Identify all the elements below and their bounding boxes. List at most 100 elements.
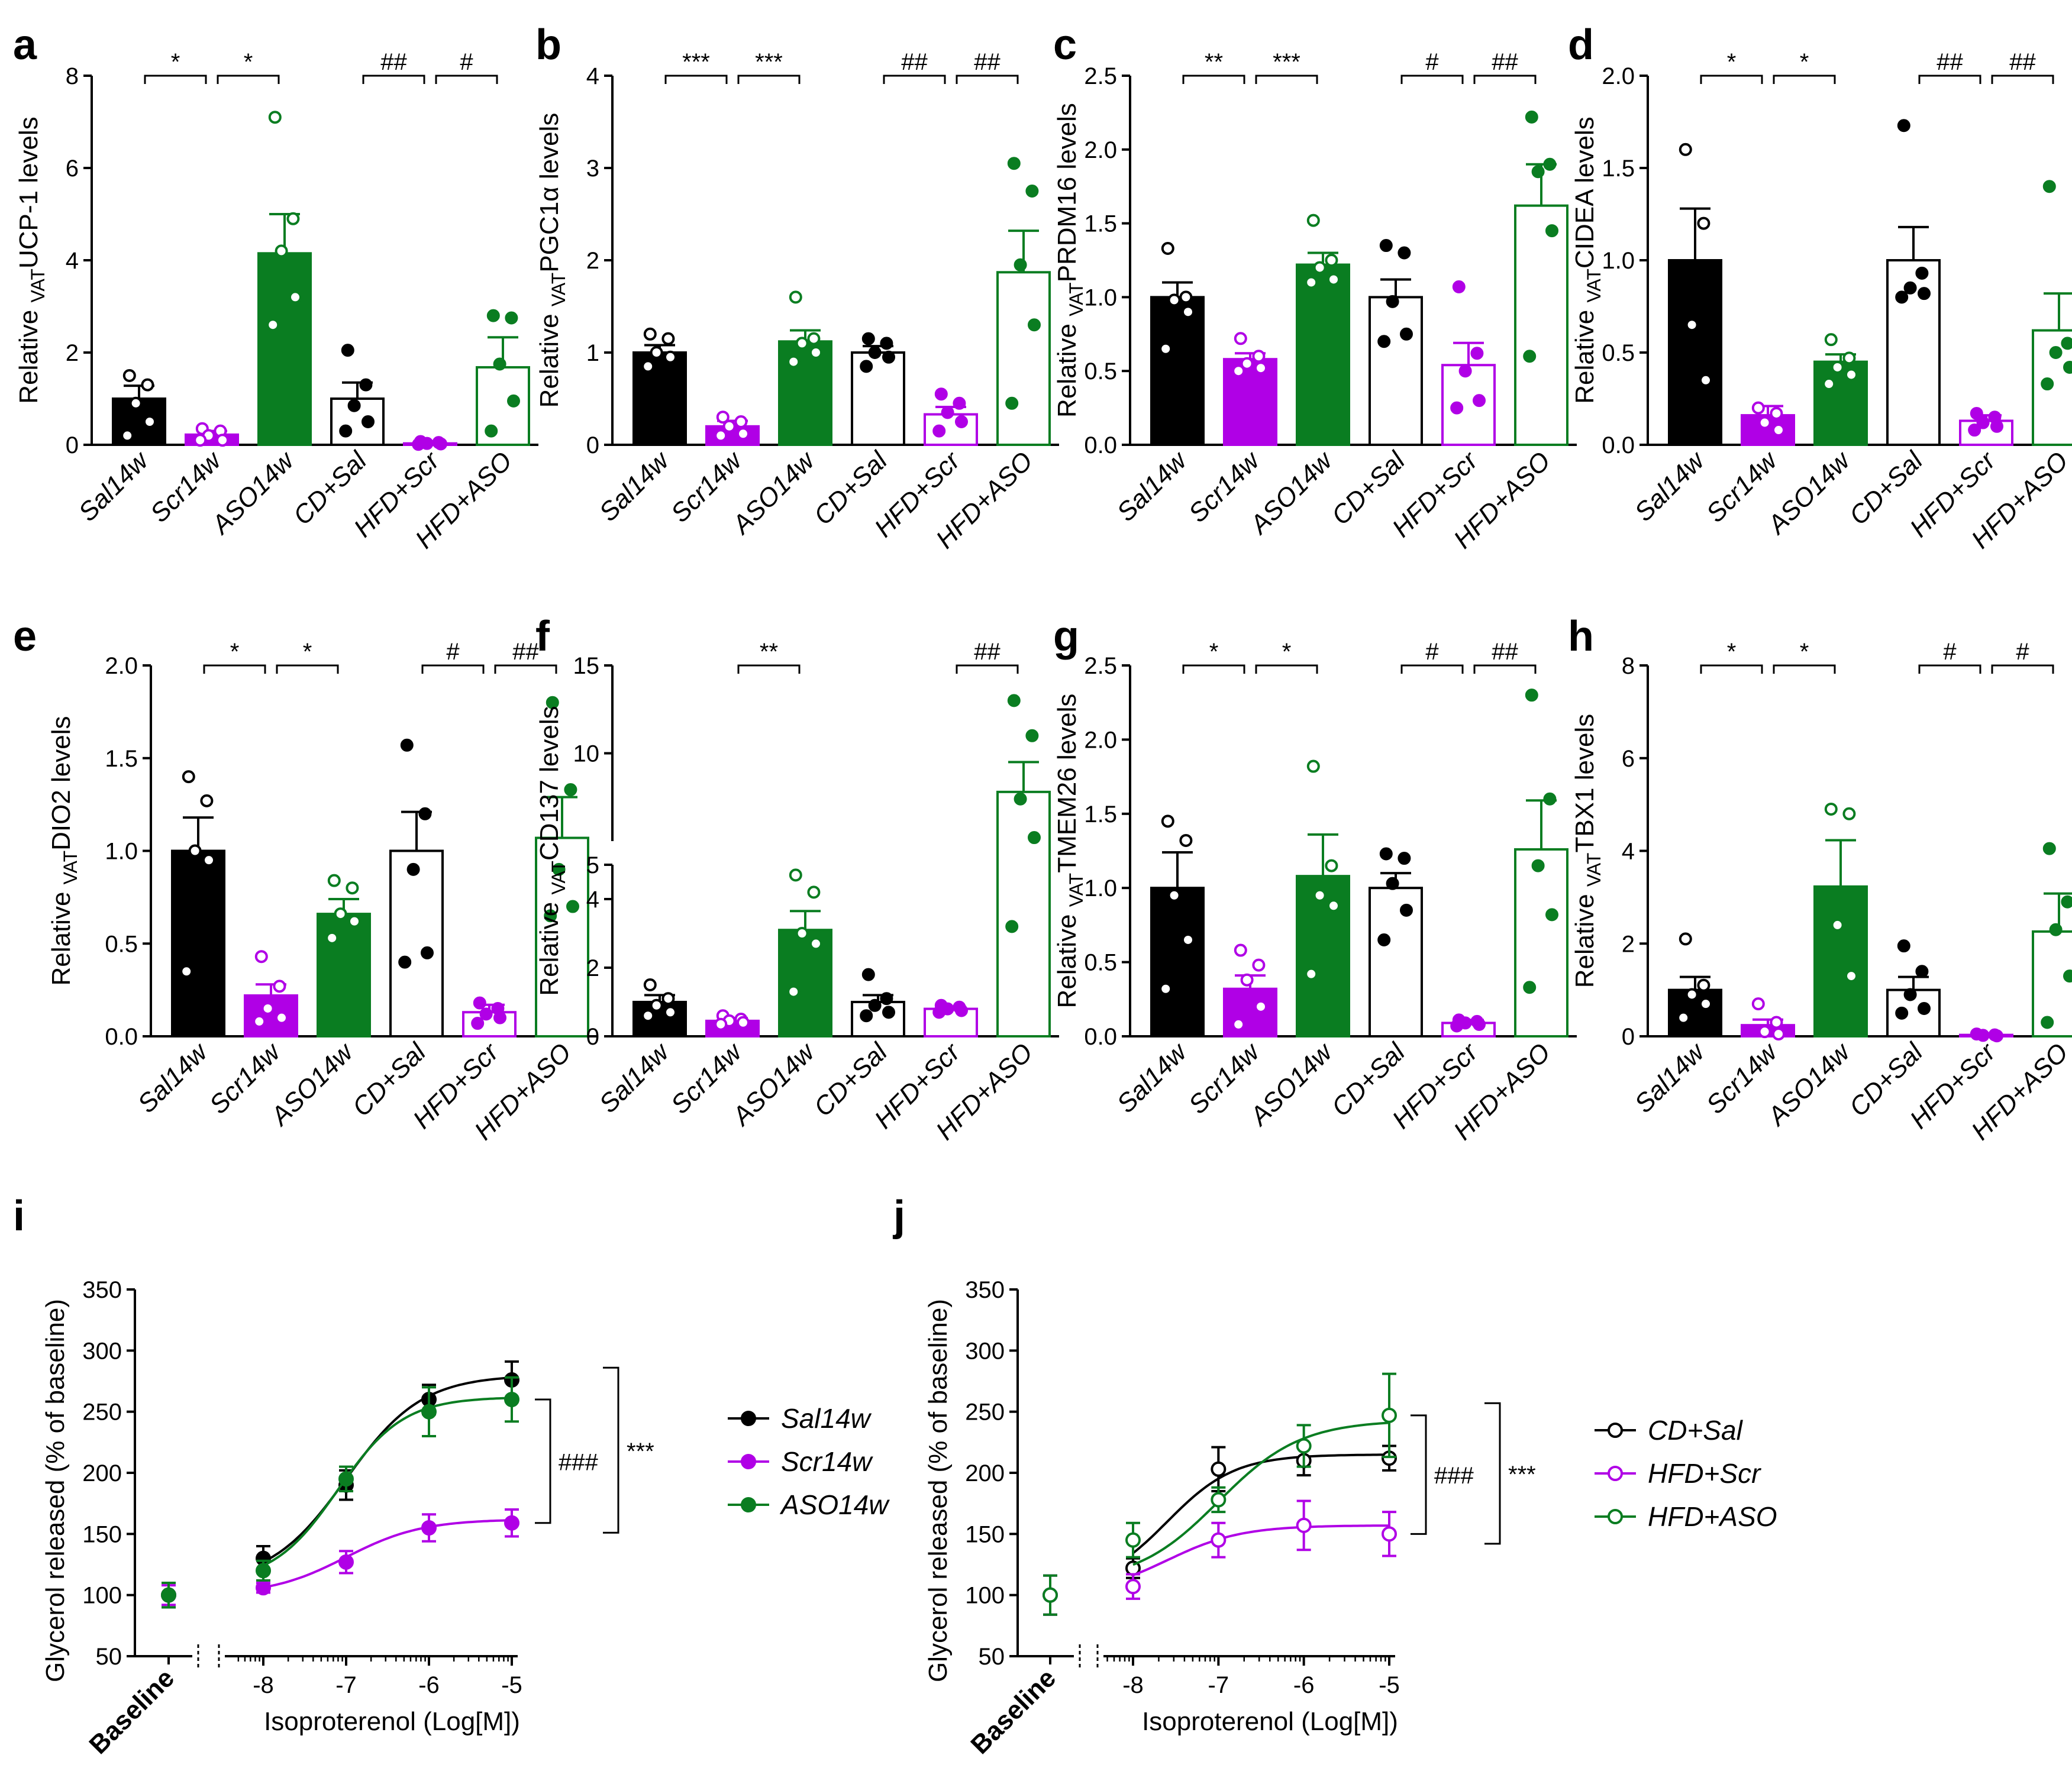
significance-bracket xyxy=(664,75,728,84)
y-tick-label: 3 xyxy=(586,156,599,182)
data-point xyxy=(661,992,675,1006)
data-point xyxy=(1897,939,1910,953)
data-point xyxy=(641,1009,655,1023)
fit-curve-CD+Sal xyxy=(1132,1453,1389,1554)
y-tick-label: 10 xyxy=(573,741,600,767)
data-point xyxy=(1473,394,1486,408)
data-point xyxy=(1167,293,1181,307)
panel-c: c 0.0 0.5 1.0 1.5 2.0 2.5 Relative VATPRDM16 le… xyxy=(1053,21,1577,554)
y-tick-label: 0.0 xyxy=(1084,1024,1117,1050)
y-axis-label: Relative VATUCP-1 levels xyxy=(14,117,49,403)
data-point xyxy=(486,309,500,322)
data-point xyxy=(1179,833,1193,847)
data-point xyxy=(955,1004,968,1017)
significance-mark: *** xyxy=(682,49,710,75)
y-tick-label: 2 xyxy=(586,248,599,274)
data-point-HFD+ASO xyxy=(1125,1532,1141,1548)
significance-mark: * xyxy=(1727,639,1737,665)
significance-bracket xyxy=(1182,664,1245,674)
significance-bracket xyxy=(956,664,1019,674)
data-point xyxy=(1254,1000,1267,1013)
bar-ASO14w xyxy=(257,252,312,446)
y-axis-label-subscript: VAT xyxy=(1583,853,1605,887)
y-tick-label: 8 xyxy=(66,63,79,89)
data-point xyxy=(868,346,882,359)
legend-label: CD+Sal xyxy=(1648,1415,1744,1446)
y-tick-label: 8 xyxy=(1622,653,1635,679)
data-point xyxy=(1159,982,1173,995)
significance-mark: *** xyxy=(1508,1462,1536,1488)
data-point xyxy=(1824,333,1838,347)
data-point xyxy=(493,1011,506,1024)
data-point xyxy=(882,350,895,364)
y-axis-label-subscript: VAT xyxy=(1583,269,1605,302)
data-point xyxy=(1379,847,1393,861)
bar-Sal14w xyxy=(171,849,225,1037)
data-point xyxy=(643,327,657,341)
significance-mark: ## xyxy=(2009,49,2036,75)
data-point xyxy=(2042,842,2056,855)
data-point xyxy=(809,346,822,359)
data-point xyxy=(941,406,954,419)
y-axis-label-suffix: CIDEA levels xyxy=(1570,117,1599,269)
bar-HFD+ASO xyxy=(996,790,1051,1037)
bar-HFD+Scr xyxy=(924,413,978,447)
data-point-ASO14w xyxy=(421,1404,437,1420)
data-point xyxy=(1772,424,1785,437)
significance-bracket xyxy=(1700,75,1763,84)
y-axis-label-suffix: PRDM16 levels xyxy=(1053,103,1082,282)
data-point xyxy=(1252,958,1266,972)
data-point xyxy=(1452,280,1466,293)
significance-bracket xyxy=(362,75,425,84)
data-point xyxy=(932,424,946,438)
data-point xyxy=(334,907,347,921)
significance-mark: * xyxy=(171,49,180,75)
data-point xyxy=(1531,165,1545,179)
data-point xyxy=(1025,185,1039,198)
significance-bracket xyxy=(203,664,266,674)
data-point xyxy=(860,1009,873,1023)
significance-mark: ** xyxy=(760,639,778,665)
significance-mark: * xyxy=(1800,49,1809,75)
data-point xyxy=(1772,1027,1785,1041)
data-point xyxy=(1182,305,1195,319)
y-axis-label: Relative VATDIO2 levels xyxy=(47,716,81,985)
bar-Scr14w xyxy=(1223,987,1277,1038)
significance-bracket xyxy=(737,75,801,84)
significance-bracket xyxy=(535,1398,551,1524)
data-point xyxy=(1968,424,1981,437)
data-point xyxy=(882,1006,895,1019)
y-tick-label: 1.5 xyxy=(1084,801,1117,828)
data-point xyxy=(1685,988,1699,1001)
y-tick-label: 1.5 xyxy=(105,746,138,772)
y-tick-label: 4 xyxy=(66,248,79,274)
data-point xyxy=(1232,364,1245,378)
significance-bracket xyxy=(1484,1402,1501,1545)
data-point xyxy=(1161,242,1174,256)
significance-bracket xyxy=(956,75,1019,84)
x-tick-label: -6 xyxy=(1293,1672,1315,1698)
data-point xyxy=(2041,377,2054,391)
panel-label: h xyxy=(1568,613,1594,660)
data-point xyxy=(254,950,268,964)
bar-CD+Sal xyxy=(389,849,444,1037)
bar-CD+Sal xyxy=(1369,887,1423,1037)
y-tick-label: 2.5 xyxy=(1084,63,1117,89)
data-point xyxy=(1918,287,1931,300)
data-point xyxy=(180,965,193,978)
data-point xyxy=(2061,337,2072,350)
bar-ASO14w xyxy=(1296,875,1350,1037)
data-point-HFD+ASO xyxy=(1382,1407,1397,1423)
y-tick-label: 250 xyxy=(965,1399,1005,1426)
data-point xyxy=(546,696,559,709)
data-point xyxy=(1473,1017,1486,1031)
data-point xyxy=(143,415,156,428)
significance-mark: # xyxy=(446,639,460,665)
y-axis-label-prefix: Relative xyxy=(1053,316,1082,418)
data-point xyxy=(1305,967,1318,981)
data-point xyxy=(1970,406,1983,420)
data-point xyxy=(339,424,353,438)
data-point xyxy=(809,937,822,951)
y-tick-label: 1.0 xyxy=(1084,875,1117,901)
